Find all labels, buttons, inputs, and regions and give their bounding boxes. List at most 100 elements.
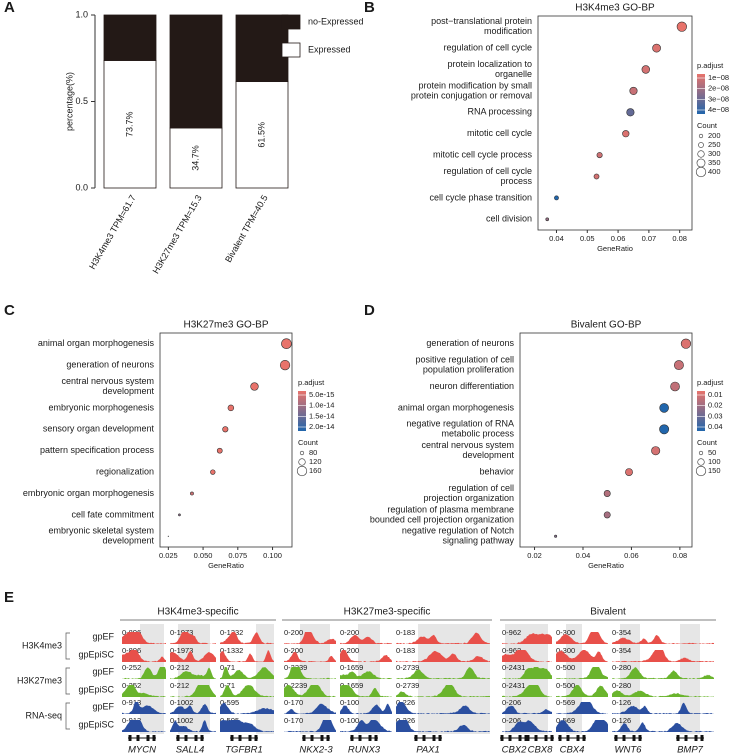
x-tick-label: 0.075 xyxy=(228,551,247,560)
category-label: regulation of plasma membrane xyxy=(387,504,514,514)
legend-swatch xyxy=(281,14,301,30)
track-range: 0-300 xyxy=(556,646,575,655)
exon xyxy=(358,735,362,741)
exon xyxy=(146,735,150,741)
signal-track xyxy=(122,667,166,679)
exon xyxy=(582,735,586,741)
dot xyxy=(554,534,558,538)
y-axis-label: percentage(%) xyxy=(64,72,74,131)
track-range: 0-226 xyxy=(396,698,415,707)
size-legend-title: Count xyxy=(298,438,319,447)
track-range: 0-100 xyxy=(340,716,359,725)
size-key xyxy=(697,458,705,466)
color-tick-label: 0.01 xyxy=(708,390,723,399)
exon xyxy=(238,735,242,741)
chart-title: Bivalent GO-BP xyxy=(571,320,642,331)
category-label: mitotic cell cycle xyxy=(467,128,532,138)
size-legend-title: Count xyxy=(697,121,718,130)
dot xyxy=(659,424,670,435)
dot xyxy=(216,447,223,454)
dot xyxy=(673,360,684,371)
dot xyxy=(596,152,603,159)
category-label: embryonic organ morphogenesis xyxy=(23,488,155,498)
signal-track xyxy=(502,633,552,644)
exon xyxy=(320,735,324,741)
category-label: cell division xyxy=(486,214,532,224)
dot xyxy=(625,468,633,476)
bracket xyxy=(65,667,70,695)
bar-segment xyxy=(169,14,223,129)
category-label: behavior xyxy=(479,466,514,476)
size-key xyxy=(296,465,308,477)
exon xyxy=(638,735,642,741)
dot xyxy=(178,513,181,517)
track-range: 0-913 xyxy=(122,698,141,707)
exon xyxy=(566,735,570,741)
exon xyxy=(676,735,680,741)
x-axis-label: GeneRatio xyxy=(208,561,244,570)
color-legend-title: p.adjust xyxy=(697,378,724,387)
category-label: central nervous system xyxy=(61,376,154,386)
category-label: RNA processing xyxy=(467,107,532,117)
dot xyxy=(210,469,216,475)
chart-title: H3K4me3 GO-BP xyxy=(575,3,655,14)
track-range: 0-200 xyxy=(284,646,303,655)
dot xyxy=(593,173,600,180)
dot xyxy=(651,446,661,456)
track-range: 0-170 xyxy=(284,698,303,707)
y-tick-label: 0.0 xyxy=(75,182,88,192)
exon xyxy=(622,735,626,741)
track-range: 0-1973 xyxy=(170,628,193,637)
category-label: animal organ morphogenesis xyxy=(38,338,155,348)
category-label: neuron differentiation xyxy=(430,381,514,391)
exon xyxy=(128,735,132,741)
signal-track xyxy=(284,703,336,714)
group-header: H3K4me3-specific xyxy=(157,607,238,618)
size-key xyxy=(698,133,704,139)
track-range: 0-2431 xyxy=(502,681,525,690)
legend-label: no-Expressed xyxy=(308,16,364,26)
track-range: 0-200 xyxy=(340,628,359,637)
track-range: 0-280 xyxy=(612,681,631,690)
signal-track xyxy=(170,685,216,697)
y-tick-label: 0.5 xyxy=(75,96,88,106)
color-tick-label: 1.0e-14 xyxy=(309,401,334,410)
signal-track xyxy=(170,703,216,714)
chart-title: H3K27me3 GO-BP xyxy=(183,320,268,331)
exon xyxy=(694,735,698,741)
signal-track xyxy=(284,667,336,679)
size-key-label: 200 xyxy=(708,131,721,140)
track-range: 0-569 xyxy=(556,716,575,725)
size-key-label: 100 xyxy=(708,457,721,466)
color-tick-label: 3e−08 xyxy=(708,94,729,103)
size-key-label: 120 xyxy=(309,457,322,466)
value-label: 61.5% xyxy=(256,122,266,148)
plot-frame xyxy=(537,15,693,231)
exon xyxy=(700,735,704,741)
exon xyxy=(508,735,512,741)
gene-label: CBX4 xyxy=(560,745,585,756)
gene-label: CBX8 xyxy=(528,745,554,756)
dot xyxy=(222,426,229,433)
category-label: generation of neurons xyxy=(426,338,514,348)
signal-track xyxy=(220,720,274,732)
track-range: 0-962 xyxy=(502,628,521,637)
gene-label: BMP7 xyxy=(677,745,704,756)
signal-track xyxy=(284,651,336,662)
track-range: 0-212 xyxy=(170,681,189,690)
exon xyxy=(194,735,198,741)
bracket xyxy=(65,632,70,660)
legend-swatch xyxy=(281,42,301,58)
category-label: sensory organ development xyxy=(43,424,155,434)
x-tick-label: 0.050 xyxy=(194,551,213,560)
exon xyxy=(544,735,548,741)
category-label: organelle xyxy=(495,69,532,79)
category-label: regionalization xyxy=(96,466,154,476)
signal-track xyxy=(170,667,216,679)
signal-track xyxy=(556,720,608,732)
signal-track xyxy=(340,634,392,644)
exon xyxy=(254,735,258,741)
signal-track xyxy=(612,690,714,697)
plot-frame xyxy=(159,332,293,548)
size-key xyxy=(697,150,705,158)
